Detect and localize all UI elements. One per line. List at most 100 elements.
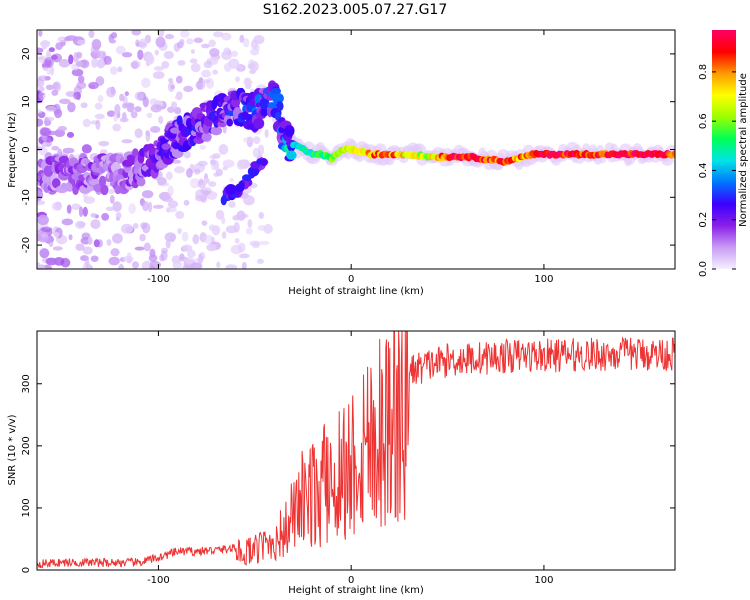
- heatmap-cell: [136, 177, 146, 187]
- heatmap-cell: [88, 30, 95, 39]
- heatmap-cell: [112, 201, 122, 212]
- heatmap-cell: [152, 204, 164, 209]
- heatmap-cell: [189, 58, 198, 64]
- heatmap-cell: [48, 242, 54, 247]
- heatmap-cell: [95, 76, 105, 86]
- heatmap-cell: [161, 196, 174, 202]
- heatmap-cell: [247, 63, 256, 70]
- heatmap-cell: [37, 109, 43, 114]
- heatmap-cell: [177, 228, 182, 235]
- heatmap-cell: [75, 220, 86, 229]
- heatmap-cell: [119, 93, 125, 102]
- heatmap-cell: [40, 40, 51, 48]
- heatmap-cell: [145, 54, 155, 65]
- heatmap-cell: [93, 239, 100, 248]
- heatmap-cell: [37, 118, 44, 127]
- heatmap-cell: [243, 136, 255, 144]
- heatmap-cell: [51, 178, 61, 189]
- heatmap-cell: [117, 66, 123, 73]
- y-tick-label: -20: [21, 237, 32, 253]
- heatmap-cell: [213, 172, 219, 177]
- heatmap-cell: [167, 81, 175, 93]
- colorbar-tick-label: 0.4: [698, 162, 709, 178]
- heatmap-cell: [252, 136, 261, 145]
- heatmap-cell: [221, 231, 227, 239]
- heatmap-cell: [206, 243, 217, 252]
- heatmap-cell: [52, 82, 60, 90]
- heatmap-cell: [112, 123, 122, 132]
- heatmap-cell: [152, 71, 165, 79]
- heatmap-cell: [80, 102, 88, 109]
- heatmap-cell: [57, 36, 67, 43]
- heatmap-cell: [225, 184, 237, 195]
- heatmap-cell: [168, 77, 174, 83]
- heatmap-cell: [82, 118, 91, 128]
- heatmap-cell: [108, 256, 120, 266]
- heatmap-cell: [119, 117, 129, 123]
- heatmap-cell: [276, 101, 284, 112]
- heatmap-cell: [190, 49, 195, 54]
- heatmap-cell: [170, 101, 178, 109]
- heatmap-cell: [106, 86, 117, 98]
- heatmap-cell: [258, 211, 264, 220]
- x-tick-label: 100: [534, 274, 553, 285]
- x-tick-label: 0: [348, 575, 354, 586]
- heatmap-cell: [225, 264, 238, 269]
- heatmap-cell: [77, 39, 86, 45]
- heatmap-cell: [228, 201, 236, 208]
- heatmap-cell: [264, 129, 269, 138]
- heatmap-cell: [237, 63, 244, 71]
- heatmap-cell: [179, 253, 185, 260]
- heatmap-cell: [233, 221, 240, 233]
- y-tick-label: 20: [21, 48, 32, 61]
- heatmap-cell: [193, 136, 205, 144]
- heatmap-cell: [228, 58, 240, 69]
- y-tick-label: -10: [21, 189, 32, 205]
- heatmap-cell: [124, 102, 135, 108]
- heatmap-cell: [87, 236, 93, 245]
- heatmap-cell: [130, 61, 139, 69]
- heatmap-cell: [208, 181, 217, 187]
- heatmap-cell: [134, 91, 144, 101]
- heatmap-cell: [215, 209, 225, 220]
- heatmap-cell: [175, 91, 183, 101]
- heatmap-cell: [182, 264, 192, 269]
- heatmap-cell: [145, 131, 151, 142]
- heatmap-cell: [131, 261, 139, 269]
- heatmap-cell: [189, 178, 200, 189]
- heatmap-cell: [94, 113, 105, 120]
- heatmap-cell: [253, 117, 265, 130]
- heatmap-cell: [73, 91, 81, 100]
- heatmap-cell: [200, 79, 211, 84]
- heatmap-cell: [51, 89, 59, 96]
- heatmap-cell: [139, 233, 146, 242]
- heatmap-cell: [166, 207, 171, 213]
- heatmap-cell: [163, 50, 174, 60]
- heatmap-cell: [201, 69, 212, 78]
- heatmap-cell: [185, 257, 195, 264]
- heatmap-cell: [45, 257, 58, 266]
- heatmap-cell: [76, 81, 87, 90]
- heatmap-cell: [137, 49, 144, 60]
- heatmap-cell: [257, 144, 265, 156]
- heatmap-cell: [75, 243, 85, 251]
- heatmap-cell: [134, 106, 142, 113]
- heatmap-cell: [183, 150, 191, 159]
- heatmap-cell: [210, 159, 217, 166]
- heatmap-cell: [45, 84, 55, 91]
- heatmap-cell: [109, 194, 115, 204]
- heatmap-cell: [73, 52, 79, 63]
- heatmap-cell: [94, 102, 103, 110]
- heatmap-cell: [193, 37, 203, 44]
- heatmap-cell: [203, 234, 214, 245]
- heatmap-cell: [167, 200, 179, 209]
- heatmap-cell: [154, 127, 159, 133]
- heatmap-cell: [66, 131, 75, 138]
- colorbar-label: Normalized spectral amplitude: [738, 73, 749, 227]
- heatmap-cell: [51, 145, 60, 151]
- heatmap-cell: [286, 150, 297, 160]
- heatmap-cell: [247, 166, 260, 177]
- heatmap-cell: [134, 128, 143, 139]
- heatmap-cell: [37, 142, 41, 147]
